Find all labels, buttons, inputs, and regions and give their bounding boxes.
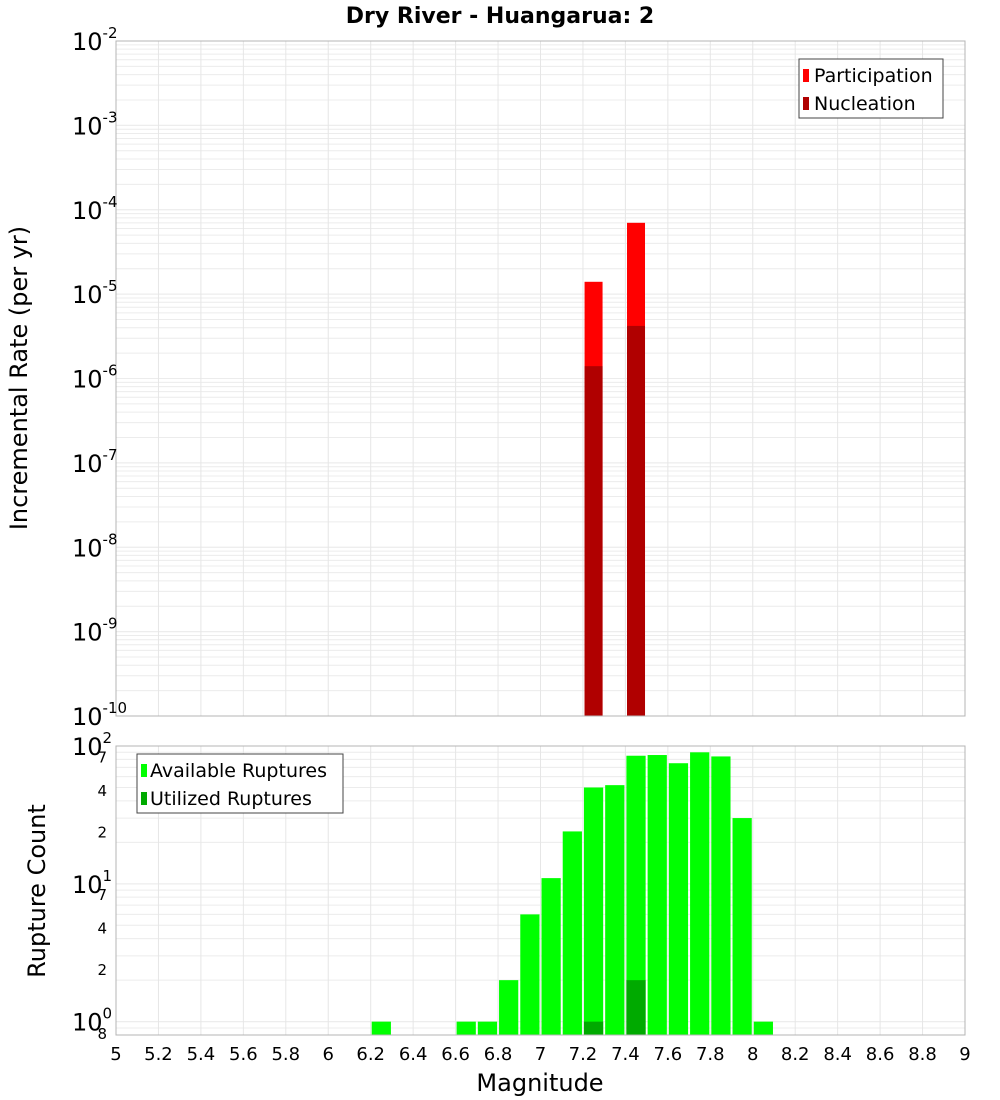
- top-y-axis-title: Incremental Rate (per yr): [5, 226, 33, 530]
- rate-y-tick-label: 10-7: [72, 446, 118, 478]
- rate-y-tick-label: 10-10: [72, 699, 127, 731]
- count-y-minor-tick-label: 7: [97, 748, 107, 766]
- rate-legend: [798, 58, 944, 119]
- x-tick-label: 6.2: [356, 1044, 385, 1065]
- rate-legend-label: Nucleation: [814, 93, 916, 115]
- x-axis: 5 5.2 5.4 5.6 5.8 6 6.2 6.4 6.6 6.8 7 7.2 7.4 7.6 7.8 8…: [110, 1044, 970, 1065]
- available-ruptures-bar: [541, 878, 561, 1035]
- rate-y-tick-label: 10-9: [72, 615, 118, 647]
- x-tick-label: 7.6: [654, 1044, 683, 1065]
- x-tick-label: 6.4: [399, 1044, 428, 1065]
- x-tick-label: 7.8: [696, 1044, 725, 1065]
- available-ruptures-bar: [477, 1021, 498, 1035]
- x-tick-label: 7.2: [569, 1044, 598, 1065]
- available-ruptures-bar: [499, 980, 519, 1035]
- count-y-tick-label: 102: [72, 729, 112, 761]
- available-ruptures-bar: [562, 831, 582, 1035]
- available-ruptures-bar: [626, 755, 646, 1035]
- x-tick-label: 5.2: [144, 1044, 173, 1065]
- x-tick-label: 7.4: [611, 1044, 640, 1065]
- nucleation-bar: [584, 366, 603, 716]
- x-tick-label: 8.6: [866, 1044, 895, 1065]
- available-ruptures-bar: [371, 1021, 391, 1035]
- available-ruptures-bar: [647, 755, 667, 1035]
- count-y-minor-tick-label: 4: [97, 920, 107, 938]
- x-tick-label: 5: [110, 1044, 121, 1065]
- rate-y-tick-label: 10-4: [72, 193, 118, 225]
- rate-y-tick-label: 10-3: [72, 108, 118, 140]
- rate-y-tick-label: 10-6: [72, 362, 118, 394]
- available-ruptures-bar: [605, 785, 625, 1035]
- rate-panel: 10-10 10-9 10-8 10-7 10-6 10-5 10-4 10-3 10-2 Par…: [72, 24, 966, 731]
- count-y-minor-tick-label: 2: [97, 961, 107, 979]
- rate-plot-border: [115, 40, 966, 717]
- rate-legend-swatch: [803, 97, 809, 110]
- x-tick-label: 9: [959, 1044, 970, 1065]
- count-legend-label: Available Ruptures: [150, 760, 327, 782]
- rate-legend-swatch: [803, 69, 809, 82]
- rate-y-tick-label: 10-2: [72, 24, 118, 56]
- count-y-minor-tick-label: 4: [97, 782, 107, 800]
- x-tick-label: 5.6: [229, 1044, 258, 1065]
- available-ruptures-bar: [711, 756, 731, 1035]
- available-ruptures-bar: [753, 1021, 773, 1035]
- rate-y-tick-label: 10-5: [72, 277, 118, 309]
- x-tick-label: 8: [747, 1044, 758, 1065]
- count-legend: [136, 753, 344, 814]
- available-ruptures-bar: [690, 752, 710, 1035]
- x-tick-label: 8.4: [823, 1044, 852, 1065]
- x-tick-label: 5.4: [187, 1044, 216, 1065]
- rate-legend-label: Participation: [814, 65, 933, 87]
- x-tick-label: 6.6: [441, 1044, 470, 1065]
- x-tick-label: 8.2: [781, 1044, 810, 1065]
- x-tick-label: 6: [323, 1044, 334, 1065]
- available-ruptures-bar: [456, 1021, 476, 1035]
- rupture-count-panel: 100 101 102 8 2 4 7 2 4 7 Available Ruptures Utiliz…: [72, 729, 966, 1043]
- available-ruptures-bar: [520, 914, 540, 1035]
- count-y-minor-tick-label: 8: [97, 1025, 107, 1043]
- available-ruptures-bar: [668, 763, 689, 1035]
- count-legend-swatch: [141, 764, 147, 777]
- available-ruptures-bar: [583, 787, 604, 1035]
- available-ruptures-bar: [732, 818, 752, 1035]
- count-plot-border: [115, 745, 966, 1036]
- utilized-ruptures-bar: [626, 980, 646, 1035]
- bottom-y-axis-title: Rupture Count: [23, 804, 51, 978]
- nucleation-bar: [627, 325, 646, 716]
- x-tick-label: 5.8: [271, 1044, 300, 1065]
- x-axis-title: Magnitude: [476, 1069, 603, 1097]
- x-tick-label: 6.8: [484, 1044, 513, 1065]
- count-y-tick-label: 100: [72, 1005, 112, 1037]
- count-legend-label: Utilized Ruptures: [150, 788, 312, 810]
- count-y-tick-label: 101: [72, 867, 112, 899]
- count-y-minor-tick-label: 7: [97, 886, 107, 904]
- x-tick-label: 7: [535, 1044, 546, 1065]
- chart-title: Dry River - Huangarua: 2: [346, 4, 654, 29]
- count-legend-swatch: [141, 792, 147, 805]
- x-tick-label: 8.8: [908, 1044, 937, 1065]
- count-y-minor-tick-label: 2: [97, 823, 107, 841]
- rate-y-tick-label: 10-8: [72, 530, 118, 562]
- utilized-ruptures-bar: [583, 1021, 604, 1035]
